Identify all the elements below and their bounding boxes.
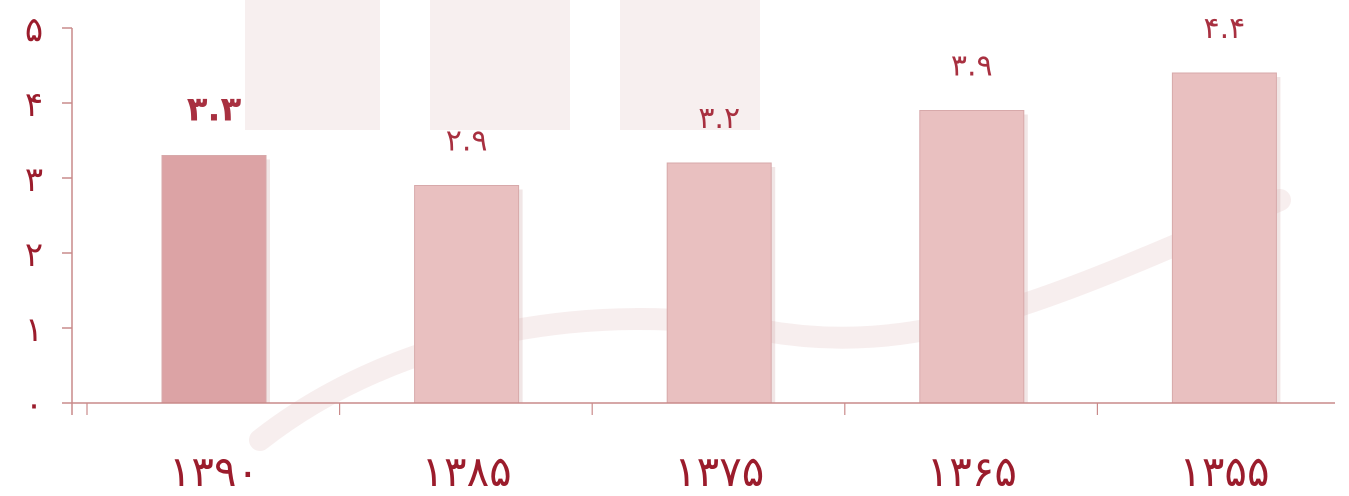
axes	[71, 28, 1335, 415]
bar	[919, 110, 1025, 404]
x-category-label: ۱۳۶۵	[927, 447, 1017, 496]
bar-value-label: ۳.۳	[187, 90, 242, 130]
bar-value-label: ۲.۹	[446, 124, 488, 159]
bar	[666, 162, 772, 404]
bar-value-label: ۴.۴	[1204, 11, 1246, 46]
bar	[414, 185, 520, 404]
x-category-label: ۱۳۸۵	[421, 447, 511, 496]
bar	[161, 155, 267, 404]
x-category-label: ۱۳۵۵	[1179, 447, 1269, 496]
y-tick-label: ۰	[25, 385, 43, 425]
y-axis-ticks: ۰ ۱ ۲ ۳ ۴ ۵	[25, 10, 72, 425]
x-category-label: ۱۳۷۵	[674, 447, 764, 496]
bars	[161, 72, 1281, 404]
data-labels: ۳.۳ ۱۳۹۰ ۲.۹ ۱۳۸۵ ۳.۲ ۱۳۷۵ ۳.۹ ۱۳۶۵ ۴.۴ ۱۳۵۵	[169, 11, 1270, 496]
y-tick-label: ۳	[25, 160, 43, 200]
y-tick-label: ۴	[25, 85, 43, 125]
watermark-block	[620, 0, 760, 130]
y-tick-label: ۲	[25, 235, 43, 275]
watermark-block	[245, 0, 380, 130]
bar-value-label: ۳.۲	[698, 101, 740, 136]
x-axis-ticks	[86, 403, 1099, 415]
watermark-block	[430, 0, 570, 130]
bar-value-label: ۳.۹	[951, 49, 993, 84]
y-tick-label: ۱	[25, 310, 43, 350]
bar	[1171, 72, 1277, 404]
x-category-label: ۱۳۹۰	[169, 447, 259, 496]
y-tick-label: ۵	[25, 10, 43, 50]
